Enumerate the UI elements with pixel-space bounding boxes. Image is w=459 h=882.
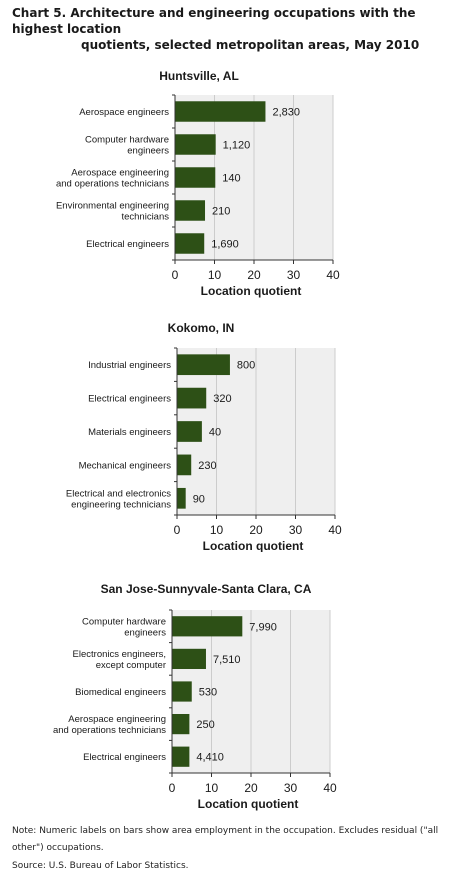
category-label: Electrical engineers (86, 239, 169, 250)
category-label: Computer hardware engineers (82, 616, 166, 638)
category-label: Computer hardware engineers (85, 135, 169, 157)
x-tick-label: 0 (169, 781, 176, 795)
bar (172, 681, 192, 702)
bar (177, 354, 230, 376)
category-label: Aerospace engineers (79, 107, 169, 118)
bar-data-label: 7,510 (213, 654, 241, 666)
bar (175, 233, 205, 254)
bar-data-label: 1,690 (211, 239, 239, 251)
category-label: Materials engineers (88, 427, 171, 438)
x-tick-label: 20 (244, 781, 258, 795)
chart-san-jose: San Jose-Sunnyvale-Santa Clara, CA 7,990 C… (53, 582, 337, 811)
bar (177, 421, 202, 442)
category-label: Electrical engineers (83, 752, 166, 763)
chart-title: Chart 5. Architecture and engineering oc… (12, 5, 452, 53)
bar-data-label: 230 (198, 460, 216, 472)
category-label: Electrical and electronics engineering te… (66, 488, 171, 510)
bar-data-label: 1,120 (223, 140, 251, 152)
chart-title-line-2: quotients, selected metropolitan areas, … (81, 38, 420, 52)
bar (172, 713, 190, 735)
category-label: Electrical engineers (88, 394, 171, 405)
bar (177, 387, 207, 409)
bar-data-label: 7,990 (249, 621, 277, 633)
category-label: Environmental engineering technicians (56, 201, 169, 223)
bar (175, 200, 206, 221)
bar-data-label: 90 (193, 493, 205, 505)
x-tick-label: 30 (289, 523, 303, 537)
bar (172, 648, 206, 670)
x-axis-label: Location quotient (198, 797, 299, 811)
x-tick-label: 30 (287, 268, 301, 282)
x-tick-label: 0 (172, 268, 179, 282)
x-tick-label: 20 (249, 523, 263, 537)
x-tick-label: 0 (174, 523, 181, 537)
x-tick-label: 10 (208, 268, 222, 282)
category-label: Aerospace engineering and operations tech… (56, 168, 169, 190)
x-tick-label: 10 (205, 781, 219, 795)
x-tick-label: 40 (328, 523, 342, 537)
x-tick-label: 20 (247, 268, 261, 282)
panel-title: Huntsville, AL (159, 69, 239, 83)
category-label: Biomedical engineers (75, 687, 166, 698)
category-label: Mechanical engineers (79, 460, 172, 471)
footnote: Note: Numeric labels on bars show area e… (12, 826, 439, 853)
bar-data-label: 2,830 (272, 107, 300, 119)
category-label: Aerospace engineering and operations tech… (53, 714, 166, 736)
x-axis-label: Location quotient (201, 284, 302, 298)
bar (175, 167, 216, 188)
bar (175, 134, 216, 155)
x-tick-label: 40 (323, 781, 337, 795)
bar-data-label: 140 (222, 173, 240, 185)
x-tick-label: 40 (326, 268, 340, 282)
panel-title: San Jose-Sunnyvale-Santa Clara, CA (101, 582, 312, 596)
chart-title-line-1: Chart 5. Architecture and engineering oc… (12, 6, 416, 36)
bar (177, 487, 186, 509)
bar-data-label: 800 (237, 360, 255, 372)
category-label: Industrial engineers (88, 360, 171, 371)
bar-data-label: 320 (213, 393, 231, 405)
x-tick-label: 30 (284, 781, 298, 795)
category-label: Electronics engineers, except computer (73, 649, 166, 671)
bar (177, 454, 192, 476)
panel-title: Kokomo, IN (168, 321, 235, 335)
bar-data-label: 250 (196, 719, 214, 731)
x-axis-label: Location quotient (203, 539, 304, 552)
bar (175, 101, 266, 122)
bar-data-label: 210 (212, 206, 230, 218)
chart-kokomo: Kokomo, IN 800 Industrial engineers 320 Elec… (66, 321, 342, 552)
chart-huntsville: Huntsville, AL 2,830 Aerospace engineers 1,… (56, 69, 340, 298)
bar (172, 616, 243, 637)
bar-data-label: 4,410 (196, 752, 224, 764)
x-tick-label: 10 (210, 523, 224, 537)
bar-data-label: 40 (209, 427, 221, 439)
source-note: Source: U.S. Bureau of Labor Statistics. (12, 861, 189, 871)
bar-data-label: 530 (199, 687, 217, 699)
bar (172, 746, 190, 767)
